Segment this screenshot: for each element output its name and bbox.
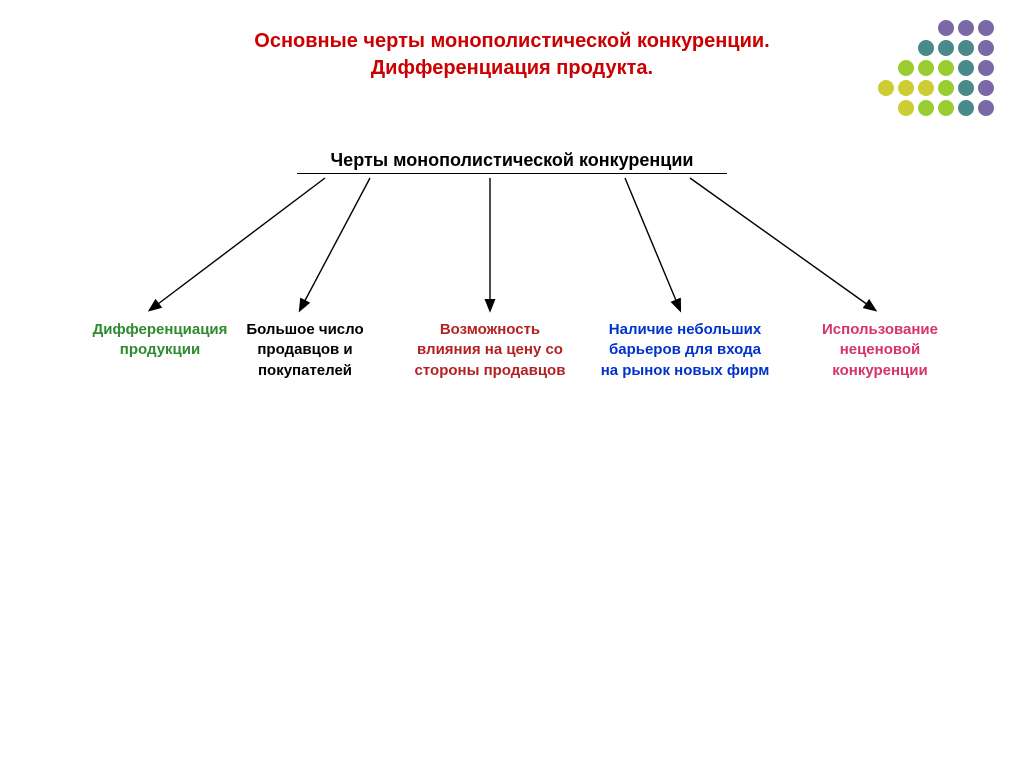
branch-4: Использование неценовой конкуренции (800, 320, 960, 381)
branch-3: Наличие небольших барьеров для входа на … (600, 320, 770, 381)
branch-2: Возможность влияния на цену со стороны п… (410, 320, 570, 381)
root-node: Черты монополистической конкуренции (297, 150, 727, 174)
title-line1: Основные черты монополистической конкуре… (0, 28, 1024, 55)
decorative-dot-grid (876, 18, 996, 138)
branch-1: Большое число продавцов и покупателей (230, 320, 380, 381)
title-line2: Дифференциация продукта. (0, 55, 1024, 82)
arrows-layer (0, 0, 1024, 767)
slide-title: Основные черты монополистической конкуре… (0, 28, 1024, 82)
branch-0: Дифференциация продукции (80, 320, 240, 361)
